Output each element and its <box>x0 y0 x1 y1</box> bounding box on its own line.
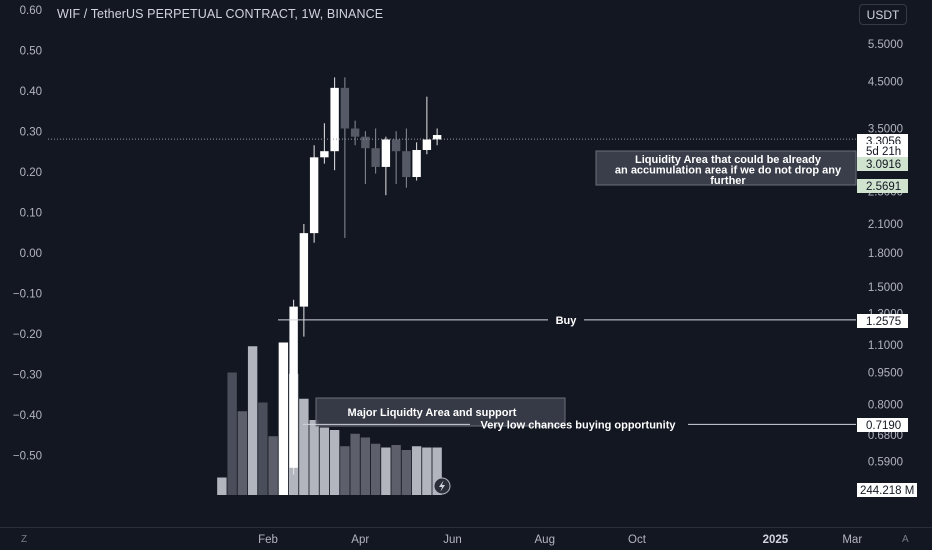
volume-bar <box>217 477 227 495</box>
candle-body <box>289 306 298 468</box>
volume-bar <box>381 447 391 495</box>
major-liquidity-box <box>315 397 566 427</box>
chart-title: WIF / TetherUS PERPETUAL CONTRACT, 1W, B… <box>57 7 384 21</box>
price-tag <box>857 157 908 171</box>
candle-body <box>330 87 339 152</box>
auto-scale-button[interactable]: A <box>902 534 909 545</box>
buy-line-label: Buy <box>556 315 578 327</box>
right-axis-tick-label: 3.5000 <box>868 124 903 136</box>
volume-bar <box>268 436 278 495</box>
right-axis-tick-label: 0.8000 <box>868 399 903 411</box>
left-axis-tick-label: 0.40 <box>20 86 42 98</box>
price-tag-label: 0.7190 <box>866 420 901 432</box>
right-axis-tick-label: 1.5000 <box>868 282 903 294</box>
right-axis-tick-label: 0.6800 <box>868 430 903 442</box>
x-axis-tick-label: Feb <box>258 534 278 546</box>
timezone-button[interactable]: Z <box>21 534 28 545</box>
x-axis-tick-label: Oct <box>628 534 647 546</box>
candle-body <box>340 87 350 129</box>
volume-bar <box>299 398 309 495</box>
liquidity-area-box <box>595 150 857 186</box>
right-axis-tick-label: 1.1000 <box>868 340 903 352</box>
candle-body <box>381 139 391 167</box>
right-axis-tick-label: 1.8000 <box>868 248 903 260</box>
volume-bar <box>432 447 442 495</box>
left-axis-tick-label: −0.30 <box>13 370 42 382</box>
volume-bar <box>370 443 381 495</box>
left-axis-tick-label: −0.40 <box>13 410 42 422</box>
candle-body <box>422 139 432 150</box>
candle-body <box>320 151 329 158</box>
volume-bar <box>350 433 360 495</box>
volume-bar <box>360 437 371 495</box>
left-axis-tick-label: 0.00 <box>20 248 42 260</box>
volume-bar <box>422 447 432 495</box>
left-axis-tick-label: −0.50 <box>13 451 42 463</box>
left-axis-tick-label: 0.60 <box>20 5 42 17</box>
candle-body <box>402 151 411 178</box>
left-axis-tick-label: 0.30 <box>20 127 42 139</box>
left-axis-tick-label: 0.20 <box>20 167 42 179</box>
left-axis-tick-label: −0.10 <box>13 289 42 301</box>
liquidity-note-text: further <box>710 175 746 187</box>
major-liquidity-label: Major Liquidty Area and support <box>348 407 517 419</box>
x-axis-tick-label: Aug <box>535 534 555 546</box>
price-tag-label: 5d 21h <box>866 146 901 158</box>
candle-body <box>350 128 360 137</box>
x-axis-tick-label: 2025 <box>763 534 789 546</box>
left-axis-tick-label: 0.50 <box>20 46 42 58</box>
price-tag <box>857 144 908 158</box>
right-axis-tick-label: 5.5000 <box>868 39 903 51</box>
right-axis-tick-label: 0.5900 <box>868 456 903 468</box>
left-axis-tick-label: 0.10 <box>20 208 42 220</box>
volume-bar <box>309 420 319 495</box>
volume-bar <box>401 450 412 495</box>
volume-bar <box>391 445 401 495</box>
price-tag-label: 3.0916 <box>866 159 901 171</box>
volume-bar <box>237 411 248 495</box>
lightning-icon <box>433 477 451 495</box>
candle-body <box>361 136 370 149</box>
volume-bar <box>247 346 258 495</box>
candle-body <box>371 148 380 167</box>
liquidity-note-text: Liquidity Area that could be already <box>635 154 822 166</box>
volume-bar <box>340 446 350 495</box>
currency-button[interactable]: USDT <box>859 4 907 25</box>
liquidity-note-text: an accumulation area if we do not drop a… <box>615 165 842 177</box>
candle-body <box>412 149 421 178</box>
candle-body <box>309 157 319 234</box>
volume-bar <box>258 402 268 495</box>
volume-tag-label: 244.218 M <box>860 485 914 497</box>
low-chances-label: Very low chances buying opportunity <box>481 419 677 431</box>
volume-bar <box>329 430 340 495</box>
right-axis-tick-label: 4.5000 <box>868 77 903 89</box>
x-axis-tick-label: Jun <box>443 534 462 546</box>
price-tag <box>857 418 908 432</box>
candle-body <box>391 139 401 152</box>
volume-bar <box>319 427 330 495</box>
x-axis-tick-label: Mar <box>842 534 862 546</box>
right-axis-tick-label: 0.9500 <box>868 367 903 379</box>
left-axis-tick-label: −0.20 <box>13 329 42 341</box>
right-axis-tick-label: 2.1000 <box>868 219 903 231</box>
volume-bar <box>227 372 237 495</box>
volume-tag <box>857 483 917 497</box>
candle-body <box>299 233 309 307</box>
price-tag-label: 2.5691 <box>866 181 901 193</box>
price-tag-label: 1.2575 <box>866 316 901 328</box>
candle-body <box>432 135 442 140</box>
price-tag <box>857 179 908 193</box>
volume-bar <box>411 446 422 495</box>
x-axis-tick-label: Apr <box>351 534 369 546</box>
price-tag <box>857 314 908 328</box>
volume-bar <box>278 342 289 495</box>
